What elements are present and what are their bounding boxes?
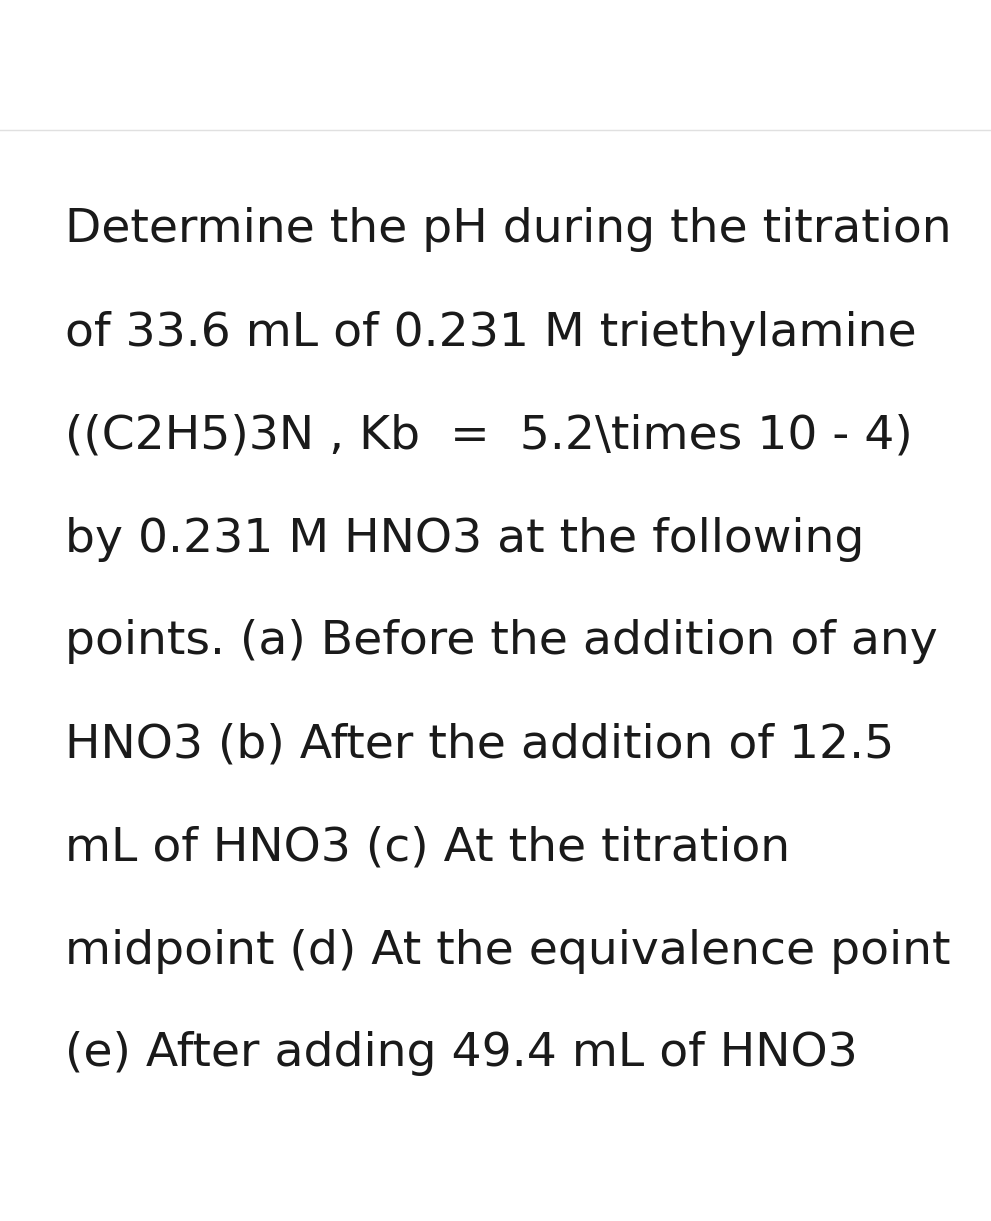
Text: mL of HNO3 (c) At the titration: mL of HNO3 (c) At the titration	[65, 825, 790, 871]
Text: HNO3 (b) After the addition of 12.5: HNO3 (b) After the addition of 12.5	[65, 723, 894, 768]
Text: by 0.231 M HNO3 at the following: by 0.231 M HNO3 at the following	[65, 516, 864, 562]
Text: points. (a) Before the addition of any: points. (a) Before the addition of any	[65, 619, 937, 664]
Text: (e) After adding 49.4 mL of HNO3: (e) After adding 49.4 mL of HNO3	[65, 1032, 858, 1077]
Text: of 33.6 mL of 0.231 M triethylamine: of 33.6 mL of 0.231 M triethylamine	[65, 310, 917, 355]
Text: ((C2H5)3N , Kb  =  5.2\times 10 - 4): ((C2H5)3N , Kb = 5.2\times 10 - 4)	[65, 414, 913, 459]
Text: midpoint (d) At the equivalence point: midpoint (d) At the equivalence point	[65, 928, 950, 973]
Text: Determine the pH during the titration: Determine the pH during the titration	[65, 208, 951, 253]
